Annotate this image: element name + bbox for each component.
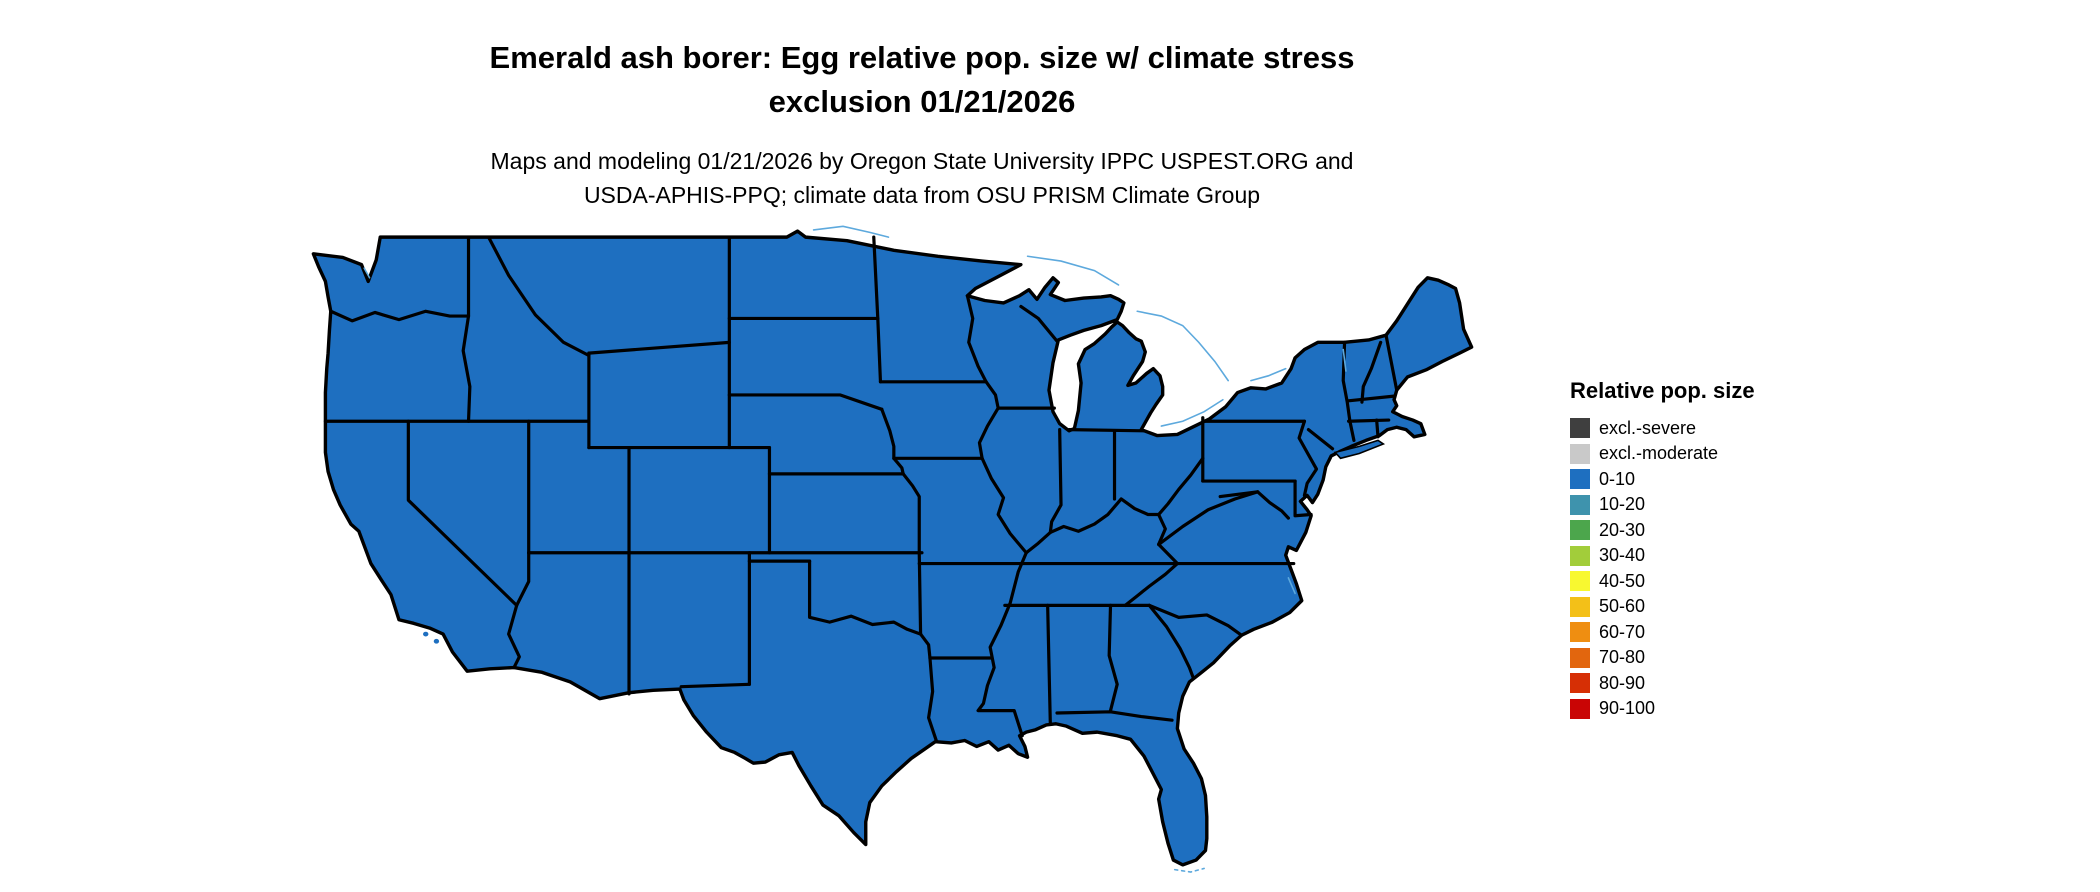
legend-item-label: 40-50 (1599, 570, 1646, 591)
channel-island (423, 631, 429, 637)
legend-item: excl.-moderate (1570, 443, 1870, 464)
legend-item-label: excl.-moderate (1599, 443, 1719, 463)
legend-item: 60-70 (1570, 622, 1870, 642)
map-credits: Maps and modeling 01/21/2026 by Oregon S… (0, 144, 1844, 212)
us-map (300, 218, 1485, 878)
legend-item-label: excl.-severe (1599, 417, 1697, 438)
legend-item-label: 80-90 (1599, 672, 1646, 693)
us-states-fill (313, 231, 1471, 865)
legend-swatch (1570, 571, 1590, 591)
legend-swatch (1570, 545, 1590, 566)
us-map-svg (300, 218, 1485, 878)
figure-header: Emerald ash borer: Egg relative pop. siz… (0, 36, 1844, 212)
map-title-line1: Emerald ash borer: Egg relative pop. siz… (489, 40, 1355, 75)
legend-item: 10-20 (1570, 494, 1870, 515)
legend-item-label: 0-10 (1599, 468, 1636, 489)
legend-swatch (1570, 647, 1590, 668)
legend-items: excl.-severe excl.-moderate 0-10 10-20 20-30… (1570, 418, 1870, 719)
legend-title: Relative pop. size (1570, 378, 1755, 403)
legend-swatch (1570, 418, 1590, 438)
legend-swatch (1570, 596, 1590, 617)
long-island (1335, 440, 1383, 458)
map-title-line2: exclusion 01/21/2026 (768, 84, 1076, 119)
legend-item: 20-30 (1570, 520, 1870, 540)
legend-item: 90-100 (1570, 698, 1870, 719)
legend-swatch (1570, 494, 1590, 515)
map-credits-line2: USDA-APHIS-PPQ; climate data from OSU PR… (583, 182, 1261, 208)
legend-item: 30-40 (1570, 545, 1870, 566)
channel-island (433, 638, 440, 644)
legend-swatch (1570, 520, 1590, 540)
legend-item: 0-10 (1570, 469, 1870, 489)
legend: Relative pop. size excl.-severe excl.-mod… (1570, 378, 1870, 724)
legend-swatch (1570, 698, 1590, 719)
water-lines (364, 226, 1346, 872)
legend-swatch (1570, 673, 1590, 693)
legend-item-label: 20-30 (1599, 519, 1646, 540)
legend-item: 70-80 (1570, 647, 1870, 668)
state-borders (325, 237, 1396, 742)
legend-item: 40-50 (1570, 571, 1870, 591)
legend-item: excl.-severe (1570, 418, 1870, 438)
legend-item: 80-90 (1570, 673, 1870, 693)
legend-item-label: 30-40 (1599, 545, 1646, 565)
legend-swatch (1570, 443, 1590, 464)
legend-item: 50-60 (1570, 596, 1870, 617)
legend-item-label: 90-100 (1599, 698, 1656, 718)
legend-item-label: 60-70 (1599, 621, 1646, 642)
map-credits-line1: Maps and modeling 01/21/2026 by Oregon S… (490, 148, 1354, 174)
legend-item-label: 50-60 (1599, 596, 1646, 616)
legend-swatch (1570, 622, 1590, 642)
legend-swatch (1570, 469, 1590, 489)
legend-item-label: 10-20 (1599, 494, 1646, 514)
legend-item-label: 70-80 (1599, 647, 1646, 667)
